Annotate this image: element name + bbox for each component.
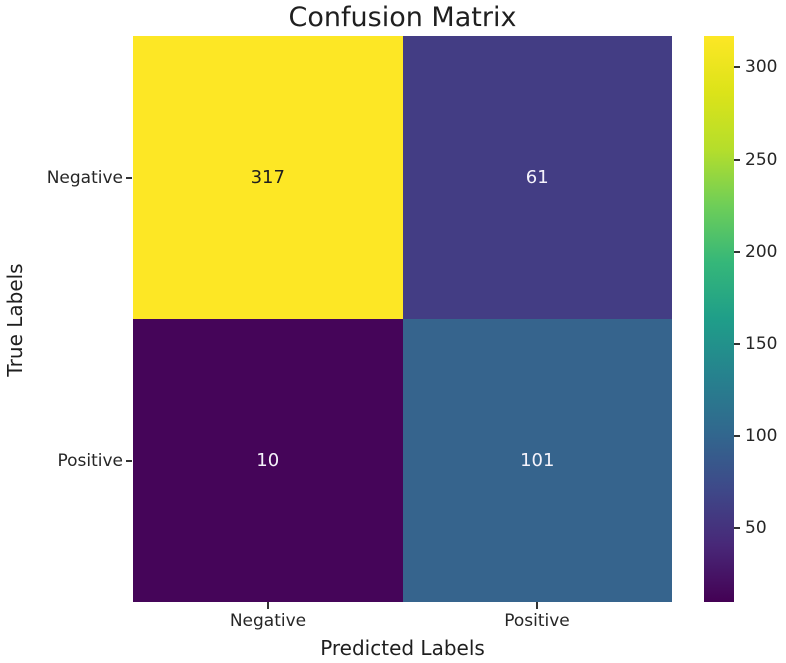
colorbar-tick-mark-300 <box>734 66 740 68</box>
colorbar-tick-mark-200 <box>734 251 740 253</box>
x-axis-label: Predicted Labels <box>320 636 485 660</box>
colorbar-tick-label-100: 100 <box>745 426 778 446</box>
colorbar-tick-label-200: 200 <box>745 242 778 262</box>
heatmap-cell-false-negative: 10 <box>133 319 403 602</box>
colorbar-tick-label-150: 150 <box>745 334 778 354</box>
colorbar-tick-label-300: 300 <box>745 57 778 77</box>
colorbar-tick-mark-150 <box>734 343 740 345</box>
colorbar-tick-mark-250 <box>734 159 740 161</box>
x-tick-mark-positive <box>536 602 538 609</box>
heatmap-cell-true-negative: 317 <box>133 36 403 319</box>
chart-title: Confusion Matrix <box>288 2 517 33</box>
heatmap-cell-true-positive: 101 <box>402 319 672 602</box>
heatmap-cell-false-positive: 61 <box>402 36 672 319</box>
y-tick-label-negative: Negative <box>46 168 123 188</box>
x-tick-label-negative: Negative <box>229 611 307 631</box>
heatmap-grid: 317 61 10 101 <box>133 36 672 602</box>
x-tick-label-positive: Positive <box>504 611 570 631</box>
colorbar-tick-label-50: 50 <box>745 518 767 538</box>
colorbar-tick-mark-50 <box>734 527 740 529</box>
y-tick-mark-positive <box>126 460 132 462</box>
colorbar-tick-mark-100 <box>734 435 740 437</box>
y-axis-label: True Labels <box>3 263 27 377</box>
y-tick-mark-negative <box>126 177 132 179</box>
y-tick-label-positive: Positive <box>57 451 123 471</box>
colorbar <box>704 36 734 602</box>
colorbar-tick-label-250: 250 <box>745 150 778 170</box>
x-tick-mark-negative <box>267 602 269 609</box>
